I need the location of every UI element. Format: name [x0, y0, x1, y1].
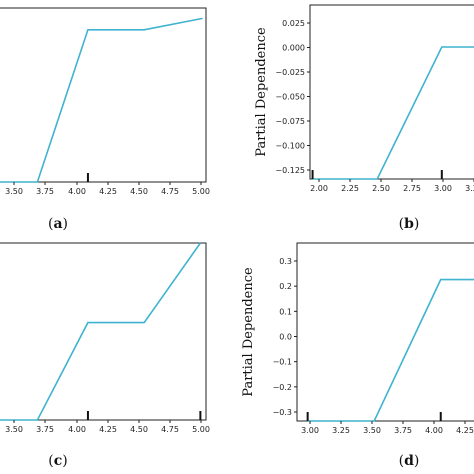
y-tick-label: 0.000: [282, 44, 305, 53]
y-tick-label: 0.1: [279, 307, 292, 316]
chart-panel-d: 3.00 3.25 3.50 3.75 4.00 4.25 0.3 0.2 0.1 0.0 −0.1…: [241, 242, 474, 469]
x-tick-label: 3.50: [5, 425, 23, 434]
series-line: [307, 278, 474, 422]
y-tick-label: 0.025: [282, 19, 305, 28]
y-axis-label: Partial Dependence: [241, 267, 256, 397]
axes-frame: [309, 4, 474, 180]
y-tick-label: −0.2: [273, 383, 292, 392]
x-tick-label: 4.00: [68, 425, 86, 434]
panel-caption-c: (c): [48, 453, 67, 469]
x-tick-label: 4.00: [68, 187, 86, 196]
x-tick-label: 3.00: [301, 426, 319, 435]
x-tick-label: 4.50: [130, 187, 148, 196]
x-tick-label: 4.75: [161, 187, 179, 196]
y-tick-label: −0.075: [275, 117, 305, 126]
y-tick-label: 0.3: [279, 257, 292, 266]
y-tick-label: −0.125: [275, 166, 305, 175]
x-tick-label: 3.25: [465, 184, 474, 193]
y-tick-label: −0.3: [273, 408, 292, 417]
x-tick-label: 3.75: [36, 425, 54, 434]
y-tick-label: −0.050: [275, 93, 305, 102]
series-line: [0, 242, 202, 421]
series-line: [0, 17, 203, 183]
x-tick-label: 3.00: [434, 184, 452, 193]
axes-frame: [296, 242, 474, 422]
y-tick-label: −0.025: [275, 68, 305, 77]
chart-panel-c: 3.50 3.75 4.00 4.25 4.50 4.75 5.00 (c): [0, 242, 210, 469]
panel-caption-b: (b): [399, 216, 420, 232]
x-tick-label: 3.25: [332, 426, 350, 435]
x-tick-label: 4.25: [456, 426, 474, 435]
x-tick-label: 4.25: [99, 187, 117, 196]
x-tick-label: 4.50: [130, 425, 148, 434]
axes-frame: [0, 7, 207, 183]
y-axis-label: Partial Dependence: [254, 27, 269, 157]
x-tick-label: 3.75: [394, 426, 412, 435]
y-tick-label: −0.100: [275, 142, 305, 151]
x-tick-label: 2.75: [403, 184, 421, 193]
x-tick-label: 2.25: [341, 184, 359, 193]
x-tick-label: 3.75: [36, 187, 54, 196]
chart-panel-b: 2.00 2.25 2.50 2.75 3.00 3.25 0.025 0.000 −0.025…: [254, 4, 474, 232]
x-tick-label: 4.25: [99, 425, 117, 434]
y-tick-label: 0.2: [279, 282, 292, 291]
chart-panel-a: 3.50 3.75 4.00 4.25 4.50 4.75 5.00 (a): [0, 7, 210, 232]
panel-caption-d: (d): [399, 453, 420, 469]
x-tick-label: 5.00: [192, 187, 210, 196]
panel-caption-a: (a): [48, 216, 68, 232]
x-tick-label: 5.00: [192, 425, 210, 434]
x-tick-label: 3.50: [5, 187, 23, 196]
axes-frame: [0, 242, 207, 421]
y-tick-label: −0.1: [273, 358, 292, 367]
y-tick-label: 0.0: [279, 333, 292, 342]
x-tick-label: 2.00: [310, 184, 328, 193]
x-tick-label: 4.75: [161, 425, 179, 434]
x-tick-label: 2.50: [372, 184, 390, 193]
series-line: [312, 46, 474, 180]
x-tick-label: 3.50: [363, 426, 381, 435]
x-tick-label: 4.00: [425, 426, 443, 435]
